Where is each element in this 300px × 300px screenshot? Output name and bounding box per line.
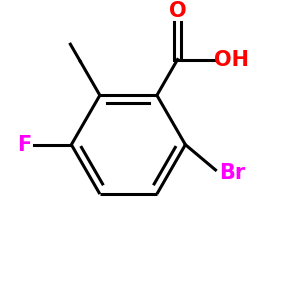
Text: OH: OH (214, 50, 249, 70)
Text: O: O (169, 2, 186, 21)
Text: F: F (17, 135, 31, 155)
Text: Br: Br (219, 163, 245, 183)
